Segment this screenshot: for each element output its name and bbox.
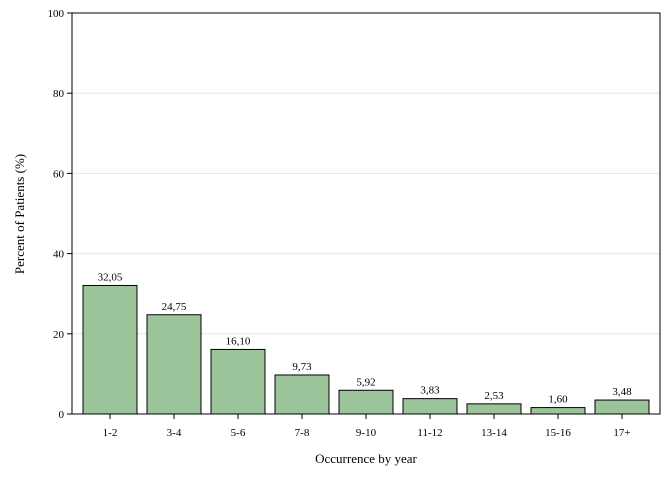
x-tick-label: 17+ — [613, 427, 630, 439]
y-tick-label: 20 — [53, 329, 65, 341]
bar-value-label: 24,75 — [162, 301, 187, 313]
y-axis-title: Percent of Patients (%) — [12, 154, 27, 274]
x-tick-label: 5-6 — [231, 427, 246, 439]
x-tick-label: 13-14 — [481, 427, 507, 439]
gridlines — [72, 92, 660, 335]
bar-9-10 — [338, 389, 394, 415]
x-tick-label: 3-4 — [167, 427, 182, 439]
y-tick-label: 100 — [48, 8, 65, 20]
bar-7-8 — [274, 374, 330, 415]
bar-3-4 — [146, 314, 202, 415]
x-tick-label: 1-2 — [103, 427, 118, 439]
bar-5-6 — [210, 348, 266, 415]
bar-value-label: 9,73 — [292, 361, 312, 373]
bar-value-label: 32,05 — [98, 271, 123, 283]
y-tick-label: 80 — [53, 88, 65, 100]
x-tick-label: 15-16 — [545, 427, 571, 439]
y-axis: 0 20 40 60 80 100 — [48, 8, 72, 421]
bar-value-label: 3,48 — [612, 386, 632, 398]
y-tick-label: 40 — [53, 249, 65, 261]
y-tick-label: 60 — [53, 168, 65, 180]
x-axis-title: Occurrence by year — [315, 451, 417, 466]
bar-value-label: 1,60 — [548, 394, 568, 406]
bar-17+ — [594, 399, 650, 415]
bar-13-14 — [466, 403, 522, 415]
x-tick-label: 9-10 — [356, 427, 377, 439]
bar-1-2 — [82, 284, 138, 415]
x-tick-label: 11-12 — [417, 427, 442, 439]
bar-value-label: 16,10 — [226, 335, 251, 347]
bar-value-label: 2,53 — [484, 390, 504, 402]
data-labels: 32,05 24,75 16,10 9,73 5,92 3,83 2,53 1,60 3,48 — [98, 271, 633, 405]
x-tick-label: 7-8 — [295, 427, 310, 439]
bar-value-label: 5,92 — [356, 376, 375, 388]
y-tick-label: 0 — [59, 409, 65, 421]
x-axis: 1-2 3-4 5-6 7-8 9-10 11-12 13-14 15-16 17+ — [103, 414, 631, 439]
bar-15-16 — [530, 407, 586, 415]
bar-11-12 — [402, 398, 458, 415]
bar-value-label: 3,83 — [420, 385, 440, 397]
